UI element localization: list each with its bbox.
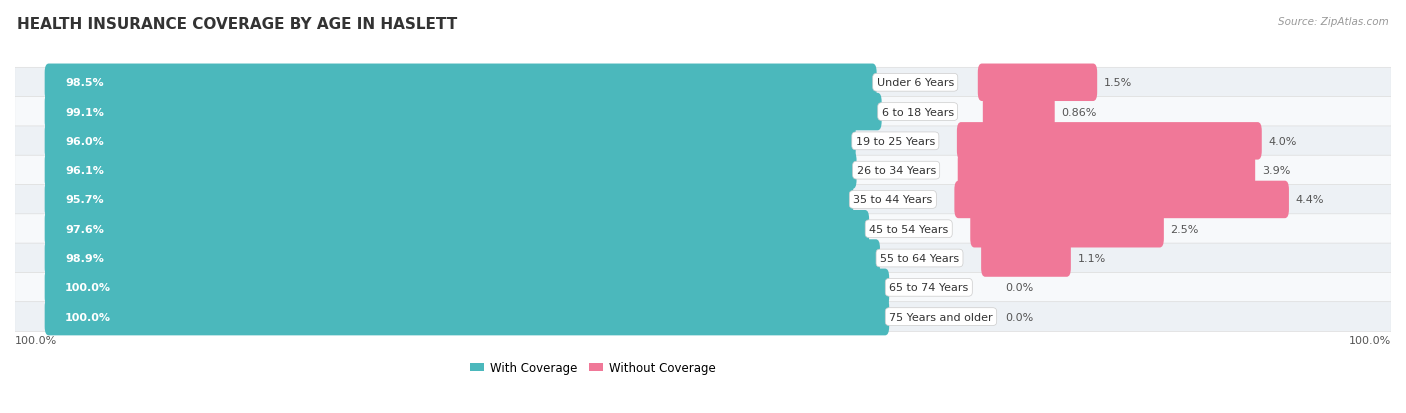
FancyBboxPatch shape [957, 123, 1261, 160]
FancyBboxPatch shape [981, 240, 1071, 277]
Text: 3.9%: 3.9% [1263, 166, 1291, 176]
Text: Source: ZipAtlas.com: Source: ZipAtlas.com [1278, 17, 1389, 26]
FancyBboxPatch shape [45, 64, 876, 102]
Text: 100.0%: 100.0% [65, 282, 111, 292]
Text: 4.0%: 4.0% [1268, 137, 1296, 147]
Text: 35 to 44 Years: 35 to 44 Years [853, 195, 932, 205]
Text: 0.0%: 0.0% [1005, 282, 1033, 292]
Text: 26 to 34 Years: 26 to 34 Years [856, 166, 936, 176]
Text: 97.6%: 97.6% [65, 224, 104, 234]
Text: 100.0%: 100.0% [15, 335, 58, 345]
FancyBboxPatch shape [45, 152, 856, 190]
Text: 4.4%: 4.4% [1296, 195, 1324, 205]
Text: HEALTH INSURANCE COVERAGE BY AGE IN HASLETT: HEALTH INSURANCE COVERAGE BY AGE IN HASL… [17, 17, 457, 31]
Text: 45 to 54 Years: 45 to 54 Years [869, 224, 948, 234]
FancyBboxPatch shape [14, 302, 1392, 332]
FancyBboxPatch shape [45, 240, 880, 277]
Text: 0.0%: 0.0% [1005, 312, 1033, 322]
FancyBboxPatch shape [45, 94, 882, 131]
FancyBboxPatch shape [957, 152, 1256, 190]
Text: 2.5%: 2.5% [1171, 224, 1199, 234]
FancyBboxPatch shape [45, 298, 889, 335]
Text: 98.9%: 98.9% [65, 254, 104, 263]
Text: 100.0%: 100.0% [65, 312, 111, 322]
Text: 1.5%: 1.5% [1104, 78, 1132, 88]
Text: 99.1%: 99.1% [65, 107, 104, 117]
FancyBboxPatch shape [14, 68, 1392, 98]
FancyBboxPatch shape [45, 211, 869, 248]
Text: 96.0%: 96.0% [65, 137, 104, 147]
Text: 65 to 74 Years: 65 to 74 Years [889, 282, 969, 292]
FancyBboxPatch shape [970, 211, 1164, 248]
FancyBboxPatch shape [14, 97, 1392, 127]
FancyBboxPatch shape [14, 127, 1392, 157]
FancyBboxPatch shape [45, 123, 856, 160]
Text: 6 to 18 Years: 6 to 18 Years [882, 107, 953, 117]
Text: 75 Years and older: 75 Years and older [889, 312, 993, 322]
FancyBboxPatch shape [14, 156, 1392, 185]
FancyBboxPatch shape [45, 181, 853, 218]
Text: 0.86%: 0.86% [1062, 107, 1097, 117]
FancyBboxPatch shape [14, 185, 1392, 215]
FancyBboxPatch shape [977, 64, 1097, 102]
Text: 98.5%: 98.5% [65, 78, 104, 88]
FancyBboxPatch shape [45, 269, 889, 306]
Legend: With Coverage, Without Coverage: With Coverage, Without Coverage [465, 356, 721, 379]
Text: 55 to 64 Years: 55 to 64 Years [880, 254, 959, 263]
Text: 95.7%: 95.7% [65, 195, 104, 205]
Text: 19 to 25 Years: 19 to 25 Years [856, 137, 935, 147]
Text: Under 6 Years: Under 6 Years [876, 78, 953, 88]
FancyBboxPatch shape [14, 244, 1392, 273]
Text: 100.0%: 100.0% [1348, 335, 1391, 345]
FancyBboxPatch shape [983, 94, 1054, 131]
FancyBboxPatch shape [14, 273, 1392, 303]
Text: 96.1%: 96.1% [65, 166, 104, 176]
FancyBboxPatch shape [955, 181, 1289, 218]
FancyBboxPatch shape [14, 214, 1392, 244]
Text: 1.1%: 1.1% [1077, 254, 1107, 263]
